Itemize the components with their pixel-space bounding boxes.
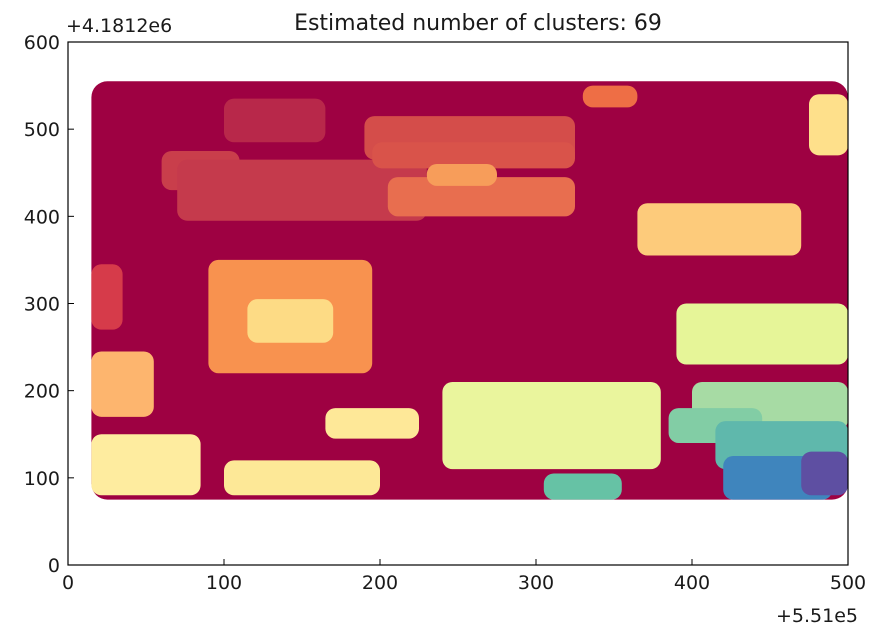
cluster-1 — [224, 98, 326, 143]
x-offset-label: +5.51e5 — [776, 605, 858, 627]
plot-area — [91, 81, 848, 500]
cluster-13 — [247, 299, 334, 343]
y-tick-label: 100 — [24, 468, 60, 490]
x-tick-label: 0 — [62, 572, 74, 594]
x-tick-label: 400 — [674, 572, 710, 594]
cluster-16 — [224, 460, 380, 496]
cluster-25 — [801, 451, 848, 496]
y-offset-label: +4.1812e6 — [66, 15, 172, 37]
y-tick-label: 400 — [24, 206, 60, 228]
cluster-10 — [637, 203, 802, 256]
x-tick-label: 100 — [206, 572, 242, 594]
x-axis: 0 100 200 300 400 500 — [62, 559, 866, 594]
cluster-8 — [582, 85, 638, 108]
chart-title: Estimated number of clusters: 69 — [294, 11, 662, 36]
cluster-6 — [387, 177, 575, 217]
cluster-14 — [91, 351, 154, 417]
x-tick-label: 500 — [830, 572, 866, 594]
x-tick-label: 200 — [362, 572, 398, 594]
y-tick-label: 0 — [48, 555, 60, 577]
cluster-7 — [426, 164, 497, 186]
cluster-11 — [91, 264, 123, 330]
cluster-19 — [676, 303, 848, 365]
y-tick-label: 500 — [24, 119, 60, 141]
y-tick-label: 600 — [24, 32, 60, 54]
cluster-22 — [543, 473, 622, 500]
cluster-3 — [177, 159, 427, 221]
cluster-9 — [809, 94, 848, 156]
cluster-17 — [325, 408, 419, 439]
y-axis: 0 100 200 300 400 500 600 — [24, 32, 74, 577]
x-tick-label: 300 — [518, 572, 554, 594]
cluster-5 — [372, 142, 575, 169]
cluster-15 — [91, 434, 201, 496]
cluster-18 — [442, 381, 661, 470]
y-tick-label: 200 — [24, 381, 60, 403]
y-tick-label: 300 — [24, 294, 60, 316]
